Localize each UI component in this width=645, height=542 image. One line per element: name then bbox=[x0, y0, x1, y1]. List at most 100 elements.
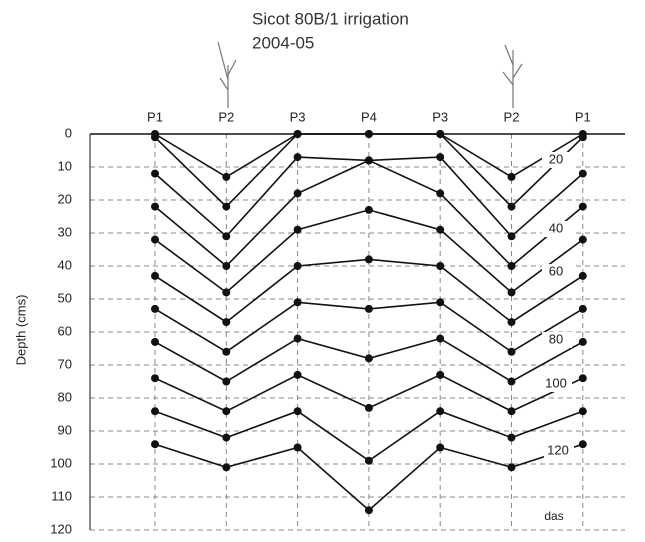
data-point bbox=[507, 318, 516, 327]
data-point bbox=[293, 298, 302, 307]
annotation-bg bbox=[542, 332, 572, 348]
data-point bbox=[293, 443, 302, 452]
x-tick-label: P2 bbox=[504, 109, 520, 124]
data-point bbox=[507, 377, 516, 386]
data-point bbox=[507, 202, 516, 211]
data-point bbox=[436, 407, 445, 416]
data-point bbox=[578, 133, 587, 142]
annotation: 120 bbox=[547, 442, 569, 457]
data-point bbox=[364, 156, 373, 165]
data-point bbox=[436, 262, 445, 270]
y-tick-label: 80 bbox=[58, 389, 72, 404]
y-tick-label: 100 bbox=[50, 455, 72, 470]
data-point bbox=[222, 407, 231, 416]
y-axis-label: Depth (cms) bbox=[13, 295, 28, 366]
y-tick-label: 40 bbox=[58, 257, 72, 272]
data-point bbox=[222, 232, 231, 241]
y-tick-label: 60 bbox=[58, 323, 72, 338]
x-tick-label: P4 bbox=[361, 109, 377, 124]
data-point bbox=[293, 189, 302, 198]
data-point bbox=[293, 407, 302, 416]
data-point bbox=[222, 288, 231, 297]
data-point bbox=[222, 377, 231, 386]
data-point bbox=[507, 347, 516, 356]
data-point bbox=[436, 130, 445, 138]
annotation: 100 bbox=[545, 375, 567, 390]
data-point bbox=[578, 202, 587, 211]
data-point bbox=[578, 271, 587, 280]
data-point bbox=[507, 262, 516, 270]
data-point bbox=[507, 433, 516, 442]
data-point bbox=[578, 169, 587, 178]
annotation-bg bbox=[542, 376, 572, 392]
y-tick-label: 0 bbox=[65, 125, 72, 140]
annotation: 20 bbox=[549, 151, 563, 166]
data-point bbox=[151, 440, 159, 449]
y-tick-label: 20 bbox=[58, 191, 72, 206]
data-point bbox=[578, 374, 587, 383]
data-point bbox=[578, 407, 587, 416]
x-tick-label: P1 bbox=[147, 109, 163, 124]
data-point bbox=[151, 133, 159, 142]
chart-subtitle: 2004-05 bbox=[252, 33, 314, 52]
data-point bbox=[507, 232, 516, 241]
annotation-bg bbox=[542, 152, 572, 168]
annotation-bg bbox=[544, 443, 574, 459]
data-point bbox=[364, 456, 373, 465]
x-tick-label: P2 bbox=[218, 109, 234, 124]
data-point bbox=[151, 407, 159, 416]
annotation-bg bbox=[542, 264, 572, 280]
data-point bbox=[222, 172, 231, 181]
data-point bbox=[578, 440, 587, 449]
annotation: 60 bbox=[549, 263, 563, 278]
data-point bbox=[364, 304, 373, 313]
data-point bbox=[222, 433, 231, 442]
data-point bbox=[151, 235, 159, 244]
x-tick-label: P1 bbox=[575, 109, 591, 124]
y-tick-label: 70 bbox=[58, 356, 72, 371]
data-point bbox=[151, 271, 159, 280]
data-point bbox=[293, 130, 302, 138]
data-point bbox=[222, 202, 231, 211]
data-point bbox=[436, 334, 445, 343]
data-point bbox=[151, 169, 159, 178]
data-point bbox=[436, 189, 445, 198]
y-tick-label: 120 bbox=[50, 521, 72, 536]
data-point bbox=[293, 370, 302, 379]
y-tick-label: 90 bbox=[58, 422, 72, 437]
plant-icon bbox=[217, 41, 523, 108]
data-point bbox=[436, 298, 445, 307]
data-point bbox=[293, 153, 302, 162]
y-tick-label: 10 bbox=[58, 158, 72, 173]
y-tick-label: 50 bbox=[58, 290, 72, 305]
data-point bbox=[364, 506, 373, 515]
x-tick-label: P3 bbox=[432, 109, 448, 124]
annotation-unit: das bbox=[544, 509, 563, 523]
data-point bbox=[364, 403, 373, 412]
data-point bbox=[293, 262, 302, 270]
y-tick-label: 110 bbox=[51, 488, 72, 503]
data-point bbox=[364, 255, 373, 264]
annotation: 40 bbox=[549, 220, 563, 235]
data-point bbox=[293, 334, 302, 343]
data-point bbox=[507, 172, 516, 181]
x-tick-label: P3 bbox=[290, 109, 306, 124]
data-point bbox=[507, 463, 516, 472]
data-point bbox=[507, 288, 516, 297]
annotation: 80 bbox=[549, 331, 563, 346]
data-point bbox=[364, 130, 373, 138]
data-point bbox=[364, 354, 373, 363]
y-tick-label: 30 bbox=[58, 224, 72, 239]
data-point bbox=[578, 304, 587, 313]
data-point bbox=[222, 347, 231, 356]
data-point bbox=[222, 463, 231, 472]
data-point bbox=[436, 370, 445, 379]
data-point bbox=[436, 153, 445, 162]
data-point bbox=[222, 262, 231, 270]
data-point bbox=[436, 443, 445, 452]
chart-title: Sicot 80B/1 irrigation bbox=[252, 9, 409, 28]
data-point bbox=[578, 235, 587, 244]
data-point bbox=[364, 205, 373, 214]
data-point bbox=[507, 407, 516, 416]
annotation-bg bbox=[542, 221, 572, 237]
